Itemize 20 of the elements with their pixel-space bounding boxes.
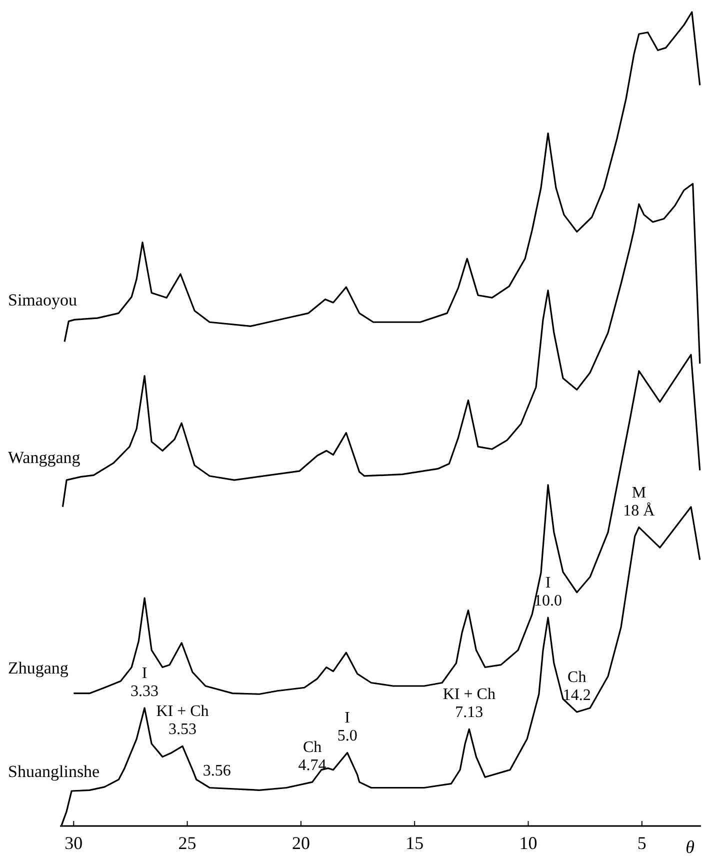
annotation: Ch 4.74 xyxy=(298,739,326,774)
x-tick-label: 15 xyxy=(406,832,424,853)
series-label: Zhugang xyxy=(8,658,69,678)
x-tick-label: 25 xyxy=(178,832,196,853)
series-label: Simaoyou xyxy=(8,290,78,310)
x-axis-title: θ xyxy=(686,837,695,857)
annotation: I 3.33 xyxy=(130,664,159,700)
annotation: I 10.0 xyxy=(534,574,562,610)
annotation: M 18 Å xyxy=(623,484,656,520)
annotation: KI + Ch 7.13 xyxy=(442,686,496,722)
x-tick-label: 20 xyxy=(292,832,310,853)
x-tick-label: 10 xyxy=(519,832,538,853)
annotation: 3.56 xyxy=(202,762,231,780)
x-tick-label: 5 xyxy=(637,832,646,853)
series-label: Wanggang xyxy=(8,448,81,467)
series-label: Shuanglinshe xyxy=(8,762,100,781)
annotation: I 5.0 xyxy=(337,710,358,745)
x-tick-label: 30 xyxy=(64,832,83,853)
annotation: KI + Ch 3.53 xyxy=(156,703,209,738)
annotation: Ch 14.2 xyxy=(562,669,591,704)
